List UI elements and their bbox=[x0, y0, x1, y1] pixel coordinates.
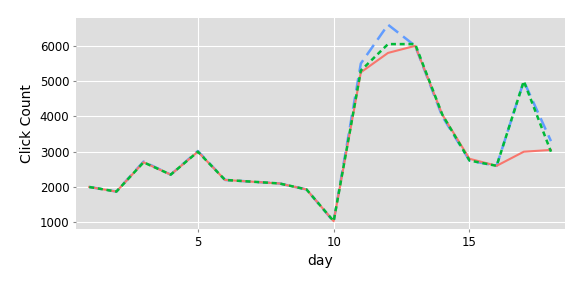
X-axis label: day: day bbox=[307, 254, 333, 268]
Y-axis label: Click Count: Click Count bbox=[20, 84, 34, 163]
